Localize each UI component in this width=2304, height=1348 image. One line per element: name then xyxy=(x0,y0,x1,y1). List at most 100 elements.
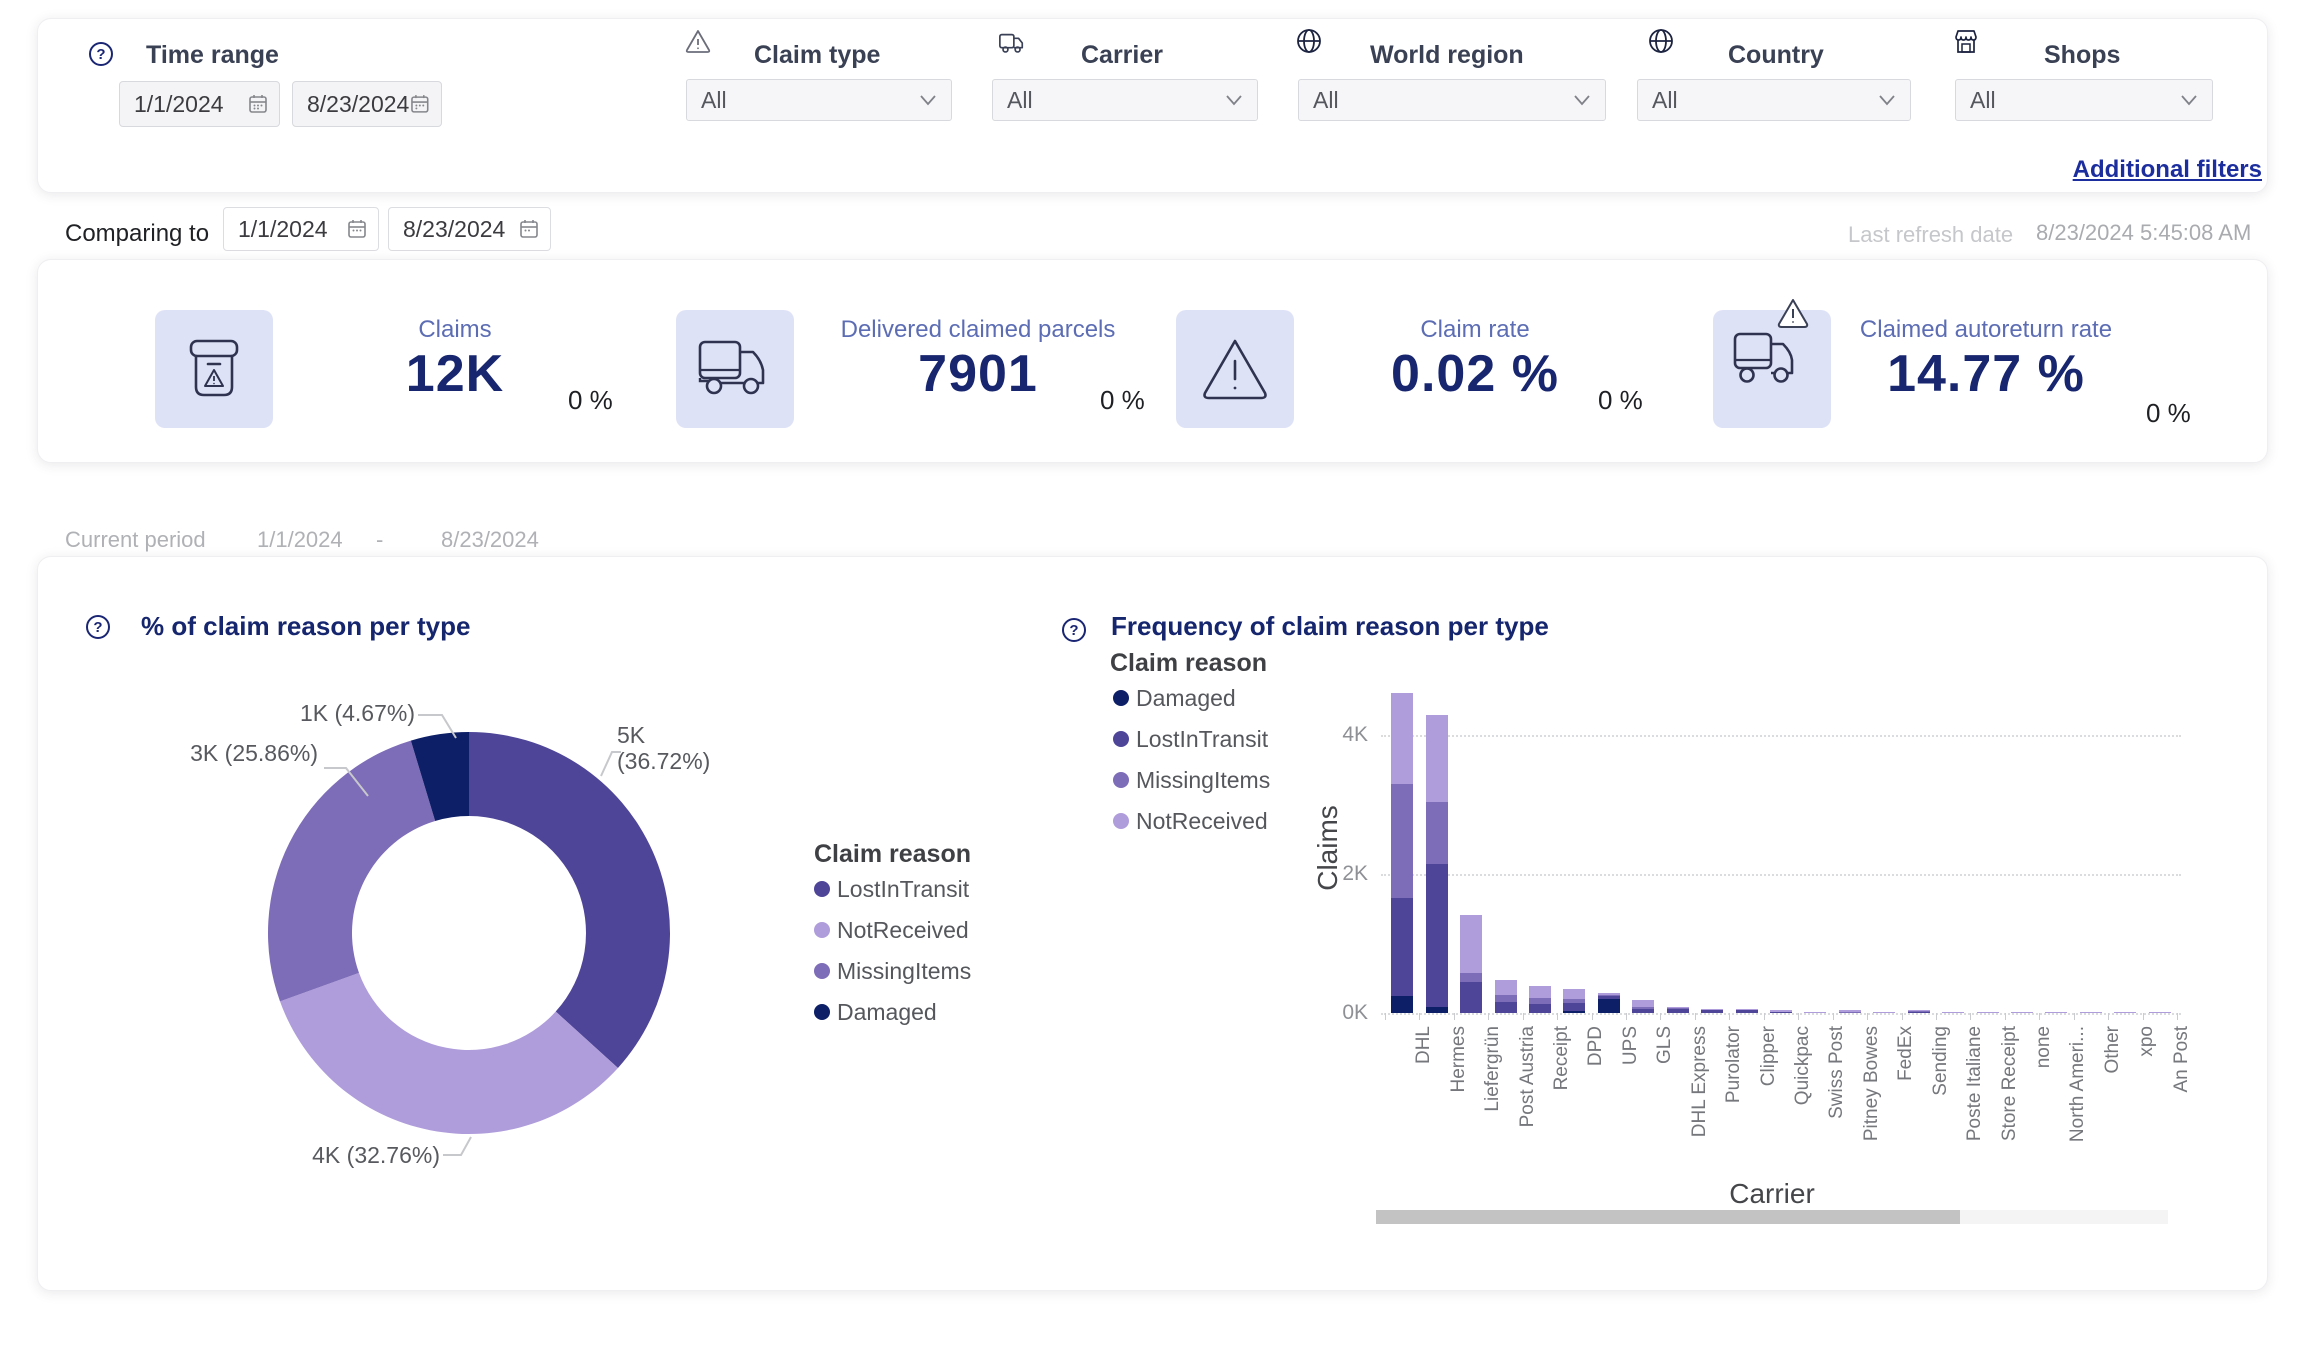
bar-segment-NotReceived xyxy=(1391,693,1414,784)
x-label-xpo: xpo xyxy=(2136,1026,2158,1057)
bar-segment-MissingItems xyxy=(1563,999,1586,1003)
bar-Other[interactable] xyxy=(2079,1012,2102,1013)
bar-segment-Damaged xyxy=(1597,999,1620,1013)
bar-segment-NotReceived xyxy=(2148,1012,2171,1013)
bar-Hermes[interactable] xyxy=(1425,714,1448,1013)
legend-item-NotReceived[interactable]: NotReceived xyxy=(1113,808,1270,834)
donut-slice-Damaged[interactable] xyxy=(410,732,469,821)
bar-Poste Italiane[interactable] xyxy=(1942,1011,1965,1013)
bar-Pitney Bowes[interactable] xyxy=(1838,1010,1861,1013)
bar-Clipper[interactable] xyxy=(1735,1009,1758,1013)
kpi-card xyxy=(37,259,2268,463)
bar-An Post[interactable] xyxy=(2148,1012,2171,1013)
bar-Receipt[interactable] xyxy=(1528,985,1551,1013)
help-icon[interactable]: ? xyxy=(85,614,111,640)
x-label-DHL: DHL xyxy=(1413,1026,1435,1065)
x-axis-tick xyxy=(2039,1013,2041,1020)
carrier-dropdown[interactable]: All xyxy=(992,79,1258,121)
additional-filters-link[interactable]: Additional filters xyxy=(2072,156,2262,183)
x-label-Swiss Post: Swiss Post xyxy=(1826,1026,1848,1119)
bar-segment-NotReceived xyxy=(2079,1012,2102,1013)
legend-item-Damaged[interactable]: Damaged xyxy=(1113,685,1270,711)
kpi-value: 7901 xyxy=(918,345,1038,403)
bar-Purolator[interactable] xyxy=(1701,1008,1724,1013)
bar-segment-LostInTransit xyxy=(1425,864,1448,1007)
x-axis-tick xyxy=(1385,1013,1386,1020)
chevron-down-icon xyxy=(920,95,936,106)
x-axis-tick xyxy=(1832,1013,1834,1020)
bar-Sending[interactable] xyxy=(1907,1009,1930,1013)
x-label-Liefergrün: Liefergrün xyxy=(1482,1026,1504,1112)
last-refresh-value: 8/23/2024 5:45:08 AM xyxy=(2036,220,2252,245)
shops-dropdown[interactable]: All xyxy=(1955,79,2213,121)
date-to-input[interactable]: 8/23/2024 xyxy=(292,81,442,127)
callout-line xyxy=(443,1136,472,1156)
bar-North Ameri...[interactable] xyxy=(2045,1012,2068,1013)
bar-Post Austria[interactable] xyxy=(1494,980,1517,1013)
donut-legend: LostInTransit NotReceived MissingItems Dama… xyxy=(814,876,971,1025)
bar-Liefergrün[interactable] xyxy=(1460,915,1483,1013)
truck-icon xyxy=(999,33,1024,53)
bar-DPD[interactable] xyxy=(1563,989,1586,1013)
bar-segment-LostInTransit xyxy=(1666,1008,1689,1013)
x-label-An Post: An Post xyxy=(2170,1026,2192,1093)
bar-DHL Express[interactable] xyxy=(1666,1006,1689,1013)
truck-warning-icon xyxy=(1713,298,1831,428)
legend-item-MissingItems[interactable]: MissingItems xyxy=(1113,767,1270,793)
comparing-to-input[interactable]: 8/23/2024 xyxy=(388,207,551,251)
claim-type-dropdown[interactable]: All xyxy=(686,79,952,121)
bar-FedEx[interactable] xyxy=(1873,1011,1896,1013)
bar-xpo[interactable] xyxy=(2114,1012,2137,1013)
comparing-from-value: 1/1/2024 xyxy=(238,215,328,242)
bar-Quickpac[interactable] xyxy=(1770,1009,1792,1013)
country-value: All xyxy=(1652,86,1678,113)
current-period-from: 1/1/2024 xyxy=(257,527,343,552)
bar-segment-NotReceived xyxy=(1942,1011,1965,1013)
x-axis-tick xyxy=(1729,1013,1731,1020)
legend-item-MissingItems[interactable]: MissingItems xyxy=(814,958,971,984)
chart-scrollbar-thumb[interactable] xyxy=(1376,1210,1960,1224)
carrier-value: All xyxy=(1007,86,1033,113)
bar-GLS[interactable] xyxy=(1632,999,1655,1013)
bar-segment-LostInTransit xyxy=(1460,981,1483,1013)
comparing-from-input[interactable]: 1/1/2024 xyxy=(223,207,379,251)
globe-icon xyxy=(1649,29,1673,53)
country-dropdown[interactable]: All xyxy=(1637,79,1911,121)
bar-segment-LostInTransit xyxy=(1563,1002,1586,1011)
legend-label: LostInTransit xyxy=(837,875,970,902)
x-axis-tick xyxy=(1557,1013,1559,1020)
bar-Swiss Post[interactable] xyxy=(1804,1011,1827,1013)
donut-slice-NotReceived[interactable] xyxy=(279,972,618,1134)
bar-segment-NotReceived xyxy=(1907,1009,1930,1011)
bar-UPS[interactable] xyxy=(1597,993,1620,1013)
legend-item-LostInTransit[interactable]: LostInTransit xyxy=(814,876,971,902)
bar-segment-NotReceived xyxy=(1494,980,1517,995)
chart-scrollbar-track[interactable] xyxy=(1376,1210,2168,1224)
legend-label: MissingItems xyxy=(837,957,972,984)
x-label-Purolator: Purolator xyxy=(1723,1026,1745,1104)
x-label-North Ameri...: North Ameri... xyxy=(2067,1026,2089,1143)
bar-segment-Damaged xyxy=(1391,995,1414,1013)
bar-segment-NotReceived xyxy=(1632,999,1655,1008)
help-icon[interactable]: ? xyxy=(1061,617,1087,643)
kpi-delta: 0 % xyxy=(1598,385,1643,415)
date-from-input[interactable]: 1/1/2024 xyxy=(119,81,280,127)
help-icon[interactable]: ? xyxy=(88,41,114,67)
world-region-dropdown[interactable]: All xyxy=(1298,79,1606,121)
legend-label: Damaged xyxy=(837,998,937,1025)
bar-segment-NotReceived xyxy=(1976,1011,1999,1013)
date-to-value: 8/23/2024 xyxy=(307,90,410,117)
comparing-to-label: Comparing to xyxy=(65,220,210,247)
legend-item-NotReceived[interactable]: NotReceived xyxy=(814,917,971,943)
bar-DHL[interactable] xyxy=(1391,693,1414,1013)
legend-item-LostInTransit[interactable]: LostInTransit xyxy=(1113,726,1270,752)
legend-item-Damaged[interactable]: Damaged xyxy=(814,999,971,1025)
donut-slice-MissingItems[interactable] xyxy=(268,740,436,1002)
x-label-FedEx: FedEx xyxy=(1895,1026,1917,1081)
x-label-Sending: Sending xyxy=(1929,1026,1951,1096)
chevron-down-icon xyxy=(1226,95,1242,106)
bar-Store Receipt[interactable] xyxy=(1976,1011,1999,1013)
donut-slice-LostInTransit[interactable] xyxy=(469,732,670,1068)
bar-segment-LostInTransit xyxy=(1528,1003,1551,1013)
bar-none[interactable] xyxy=(2011,1012,2034,1013)
